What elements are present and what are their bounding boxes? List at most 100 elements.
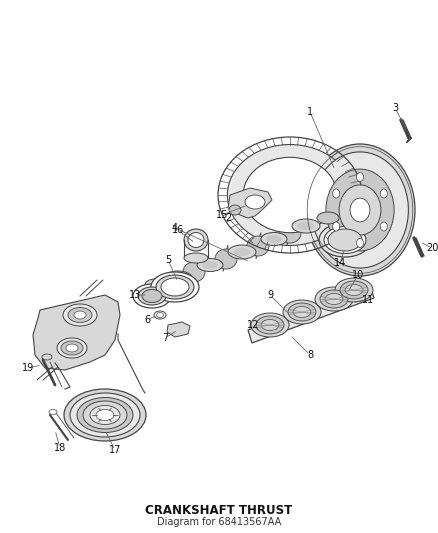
- Ellipse shape: [49, 409, 57, 415]
- Text: 8: 8: [307, 350, 313, 360]
- Text: 5: 5: [165, 255, 171, 265]
- Ellipse shape: [156, 312, 163, 318]
- Ellipse shape: [380, 222, 387, 231]
- Ellipse shape: [151, 272, 199, 302]
- Ellipse shape: [324, 227, 366, 254]
- Text: 1: 1: [307, 107, 313, 117]
- Ellipse shape: [311, 152, 408, 268]
- Ellipse shape: [345, 285, 363, 295]
- Ellipse shape: [161, 278, 189, 296]
- Text: 6: 6: [144, 315, 150, 325]
- Ellipse shape: [61, 341, 83, 355]
- Text: 13: 13: [129, 290, 141, 300]
- Text: 12: 12: [247, 320, 259, 330]
- Ellipse shape: [228, 245, 256, 259]
- Ellipse shape: [245, 195, 265, 209]
- Polygon shape: [228, 188, 272, 218]
- Ellipse shape: [57, 338, 87, 358]
- Ellipse shape: [233, 248, 251, 256]
- Text: Diagram for 68413567AA: Diagram for 68413567AA: [157, 517, 281, 527]
- Ellipse shape: [261, 232, 287, 246]
- Text: 4: 4: [172, 223, 178, 233]
- Text: 15: 15: [216, 210, 228, 220]
- Ellipse shape: [279, 223, 301, 243]
- Text: 10: 10: [352, 270, 364, 280]
- Ellipse shape: [283, 300, 321, 324]
- Polygon shape: [167, 322, 190, 337]
- Text: 16: 16: [172, 225, 184, 235]
- Polygon shape: [223, 245, 228, 271]
- Text: CRANKSHAFT THRUST: CRANKSHAFT THRUST: [145, 504, 293, 516]
- Text: 7: 7: [162, 333, 168, 343]
- Ellipse shape: [83, 401, 127, 429]
- Polygon shape: [33, 295, 120, 370]
- Ellipse shape: [64, 389, 146, 441]
- Ellipse shape: [357, 238, 364, 247]
- Ellipse shape: [142, 289, 162, 303]
- Polygon shape: [256, 232, 261, 259]
- Text: 18: 18: [54, 443, 66, 453]
- Ellipse shape: [317, 212, 339, 224]
- Ellipse shape: [319, 223, 371, 257]
- Ellipse shape: [333, 189, 340, 198]
- Ellipse shape: [90, 406, 120, 424]
- Ellipse shape: [70, 393, 140, 437]
- Ellipse shape: [256, 316, 284, 334]
- Ellipse shape: [154, 311, 166, 319]
- Ellipse shape: [184, 253, 208, 263]
- Ellipse shape: [350, 198, 370, 222]
- Ellipse shape: [215, 249, 237, 269]
- Ellipse shape: [333, 222, 340, 231]
- Ellipse shape: [184, 229, 208, 251]
- Ellipse shape: [197, 259, 223, 271]
- Ellipse shape: [243, 157, 337, 233]
- Ellipse shape: [145, 279, 165, 291]
- Ellipse shape: [357, 173, 364, 182]
- Ellipse shape: [293, 306, 311, 318]
- Polygon shape: [287, 219, 292, 246]
- Polygon shape: [192, 259, 197, 285]
- Ellipse shape: [96, 409, 114, 421]
- Ellipse shape: [164, 271, 192, 285]
- Text: 9: 9: [267, 290, 273, 300]
- Ellipse shape: [261, 319, 279, 330]
- Ellipse shape: [326, 169, 394, 251]
- Ellipse shape: [320, 290, 348, 308]
- Ellipse shape: [202, 261, 218, 269]
- Ellipse shape: [156, 275, 194, 299]
- Ellipse shape: [133, 284, 171, 308]
- Text: 2: 2: [225, 213, 231, 223]
- Text: 17: 17: [109, 445, 121, 455]
- Ellipse shape: [227, 144, 353, 246]
- Ellipse shape: [340, 281, 368, 299]
- Ellipse shape: [183, 262, 205, 282]
- Ellipse shape: [335, 278, 373, 302]
- Ellipse shape: [63, 304, 97, 326]
- Ellipse shape: [328, 229, 362, 251]
- Ellipse shape: [315, 287, 353, 311]
- Ellipse shape: [251, 313, 289, 337]
- Polygon shape: [248, 285, 374, 343]
- Ellipse shape: [266, 235, 282, 243]
- Ellipse shape: [247, 236, 269, 256]
- Ellipse shape: [297, 222, 314, 230]
- Text: 11: 11: [362, 295, 374, 305]
- Ellipse shape: [325, 294, 343, 304]
- Ellipse shape: [66, 344, 78, 352]
- Ellipse shape: [77, 398, 133, 432]
- Ellipse shape: [229, 205, 241, 215]
- Ellipse shape: [74, 311, 86, 319]
- Ellipse shape: [339, 185, 381, 235]
- Text: 19: 19: [22, 363, 34, 373]
- Ellipse shape: [68, 308, 92, 322]
- Text: 14: 14: [334, 258, 346, 268]
- Ellipse shape: [380, 189, 387, 198]
- Ellipse shape: [170, 274, 187, 282]
- Ellipse shape: [305, 144, 415, 276]
- Text: 20: 20: [426, 243, 438, 253]
- Ellipse shape: [188, 232, 204, 247]
- Text: 3: 3: [392, 103, 398, 113]
- Ellipse shape: [138, 287, 166, 305]
- Ellipse shape: [42, 354, 52, 360]
- Ellipse shape: [288, 303, 316, 321]
